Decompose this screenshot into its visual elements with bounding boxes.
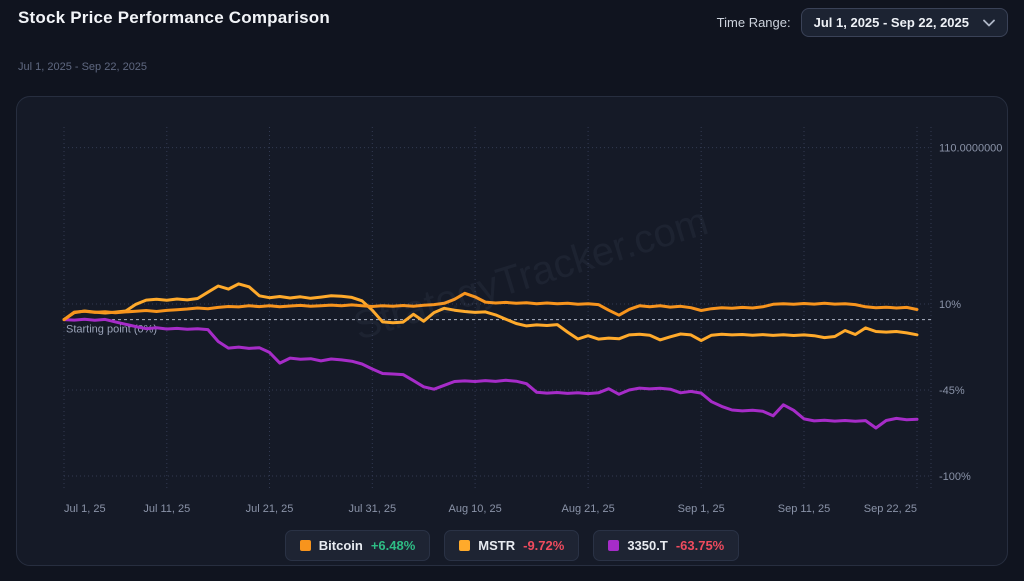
x-axis-tick-label: Aug 10, 25 bbox=[448, 503, 501, 515]
page-title: Stock Price Performance Comparison bbox=[18, 8, 330, 27]
x-axis-tick-label: Jul 11, 25 bbox=[143, 503, 190, 515]
legend-swatch-icon bbox=[608, 540, 620, 551]
legend-item-3350.T[interactable]: 3350.T -63.75% bbox=[593, 530, 740, 561]
series-line-3350.T bbox=[62, 317, 919, 430]
series-line-Bitcoin bbox=[62, 291, 919, 322]
x-axis-tick-label: Jul 1, 25 bbox=[64, 503, 106, 515]
chart-legend: Bitcoin +6.48% MSTR -9.72% 3350.T -63.75% bbox=[17, 530, 1007, 561]
legend-series-change: -63.75% bbox=[675, 538, 725, 553]
legend-series-change: +6.48% bbox=[370, 538, 416, 553]
legend-series-name: MSTR bbox=[478, 538, 516, 553]
y-axis-tick-label: -100% bbox=[939, 471, 971, 483]
x-axis-tick-label: Jul 21, 25 bbox=[246, 503, 294, 515]
date-range-subtitle: Jul 1, 2025 - Sep 22, 2025 bbox=[18, 61, 148, 73]
chart-card: Jul 1, 25 Jul 11, 25 Jul 21, 25 Jul 31, 25 A… bbox=[16, 96, 1008, 566]
legend-item-Bitcoin[interactable]: Bitcoin +6.48% bbox=[284, 530, 431, 561]
legend-series-name: 3350.T bbox=[627, 538, 668, 553]
series-line-MSTR bbox=[62, 282, 919, 343]
y-axis-tick-label: -45% bbox=[939, 385, 965, 397]
legend-swatch-icon bbox=[299, 540, 311, 551]
chevron-down-icon bbox=[983, 19, 995, 27]
time-range-select[interactable]: Jul 1, 2025 - Sep 22, 2025 bbox=[800, 8, 1008, 37]
legend-item-MSTR[interactable]: MSTR -9.72% bbox=[444, 530, 580, 561]
legend-series-name: Bitcoin bbox=[318, 538, 363, 553]
y-axis-tick-label: 10% bbox=[939, 299, 961, 311]
x-axis-tick-label: Aug 21, 25 bbox=[561, 503, 614, 515]
time-range-label: Time Range: bbox=[716, 15, 791, 30]
x-axis-tick-label: Sep 1, 25 bbox=[678, 503, 725, 515]
time-range-group: Time Range: Jul 1, 2025 - Sep 22, 2025 bbox=[717, 8, 1008, 37]
x-axis-tick-label: Jul 31, 25 bbox=[348, 503, 396, 515]
performance-chart[interactable]: Jul 1, 25 Jul 11, 25 Jul 21, 25 Jul 31, 25 A… bbox=[17, 97, 1007, 527]
y-axis-tick-label: 110.0000000 bbox=[939, 143, 1002, 155]
legend-swatch-icon bbox=[459, 540, 471, 551]
x-axis-tick-label: Sep 22, 25 bbox=[864, 503, 917, 515]
time-range-value: Jul 1, 2025 - Sep 22, 2025 bbox=[813, 15, 969, 30]
legend-series-change: -9.72% bbox=[523, 538, 565, 553]
x-axis-tick-label: Sep 11, 25 bbox=[778, 503, 830, 515]
